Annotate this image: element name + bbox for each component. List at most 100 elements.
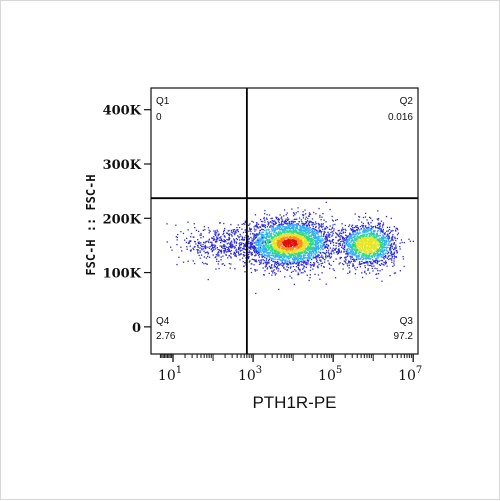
event-dot — [390, 240, 392, 242]
event-dot — [239, 249, 241, 251]
event-dot — [364, 248, 366, 251]
event-dot — [301, 251, 304, 254]
event-dot — [225, 232, 228, 234]
event-dot — [351, 239, 353, 241]
event-dot — [284, 248, 286, 250]
event-dot — [385, 256, 387, 258]
event-dot — [367, 254, 369, 257]
event-dot — [401, 241, 403, 244]
event-dot — [297, 207, 299, 209]
event-dot — [368, 236, 371, 238]
event-dot — [272, 229, 274, 231]
event-dot — [305, 232, 307, 234]
event-dot — [271, 264, 273, 266]
event-dot — [187, 221, 189, 223]
event-dot — [347, 235, 350, 237]
event-dot — [376, 256, 378, 258]
event-dot — [250, 230, 252, 233]
event-dot — [319, 241, 321, 243]
event-dot — [375, 239, 378, 242]
event-dot — [279, 257, 281, 259]
event-dot — [270, 242, 273, 244]
event-dot — [390, 250, 392, 252]
event-dot — [312, 246, 314, 248]
event-dot — [280, 234, 282, 236]
event-dot — [317, 237, 319, 239]
event-dot — [306, 244, 308, 246]
event-dot — [364, 248, 367, 251]
event-dot — [337, 249, 339, 251]
event-dot — [388, 241, 390, 243]
event-dot — [358, 236, 360, 239]
event-dot — [313, 234, 315, 236]
event-dot — [353, 260, 355, 262]
event-dot — [207, 246, 209, 248]
event-dot — [356, 245, 358, 248]
event-dot — [332, 238, 334, 241]
event-dot — [320, 235, 322, 237]
event-dot — [300, 236, 302, 238]
event-dot — [292, 270, 294, 272]
event-dot — [303, 270, 306, 272]
event-dot — [302, 217, 305, 219]
event-dot — [370, 262, 372, 264]
event-dot — [393, 242, 396, 244]
event-dot — [332, 250, 334, 252]
event-dot — [386, 235, 388, 237]
event-dot — [271, 222, 273, 224]
event-dot — [304, 226, 306, 229]
event-dot — [311, 234, 313, 236]
event-dot — [366, 242, 369, 245]
event-dot — [368, 240, 370, 243]
event-dot — [258, 253, 260, 255]
event-dot — [271, 274, 273, 276]
event-dot — [348, 238, 350, 240]
event-dot — [259, 238, 261, 240]
event-dot — [305, 236, 307, 238]
event-dot — [257, 239, 259, 241]
event-dot — [382, 246, 384, 249]
event-dot — [354, 259, 356, 261]
event-dot — [300, 264, 303, 266]
event-dot — [277, 239, 279, 241]
event-dot — [375, 273, 377, 276]
event-dot — [295, 235, 297, 237]
event-dot — [275, 218, 278, 220]
event-dot — [282, 250, 284, 253]
event-dot — [364, 252, 366, 254]
event-dot — [301, 244, 303, 246]
event-dot — [349, 271, 351, 274]
event-dot — [190, 236, 192, 238]
event-dot — [322, 248, 324, 250]
event-dot — [307, 256, 309, 259]
event-dot — [267, 223, 269, 226]
event-dot — [262, 224, 264, 226]
event-dot — [264, 256, 266, 259]
event-dot — [288, 260, 290, 262]
event-dot — [369, 234, 371, 236]
event-dot — [256, 235, 258, 237]
event-dot — [347, 243, 349, 245]
event-dot — [237, 231, 239, 233]
event-dot — [327, 240, 329, 242]
event-dot — [304, 235, 306, 237]
event-dot — [271, 230, 273, 232]
event-dot — [306, 236, 309, 238]
event-dot — [323, 234, 325, 236]
event-dot — [294, 229, 296, 231]
event-dot — [229, 246, 231, 248]
event-dot — [355, 226, 357, 229]
event-dot — [258, 236, 260, 239]
event-dot — [368, 256, 370, 258]
event-dot — [368, 261, 370, 263]
event-dot — [365, 212, 367, 214]
event-dot — [353, 234, 355, 236]
event-dot — [255, 254, 257, 257]
event-dot — [260, 241, 262, 244]
event-dot — [274, 228, 277, 230]
event-dot — [376, 245, 378, 247]
event-dot — [365, 234, 368, 236]
event-dot — [266, 242, 269, 244]
event-dot — [308, 252, 310, 254]
